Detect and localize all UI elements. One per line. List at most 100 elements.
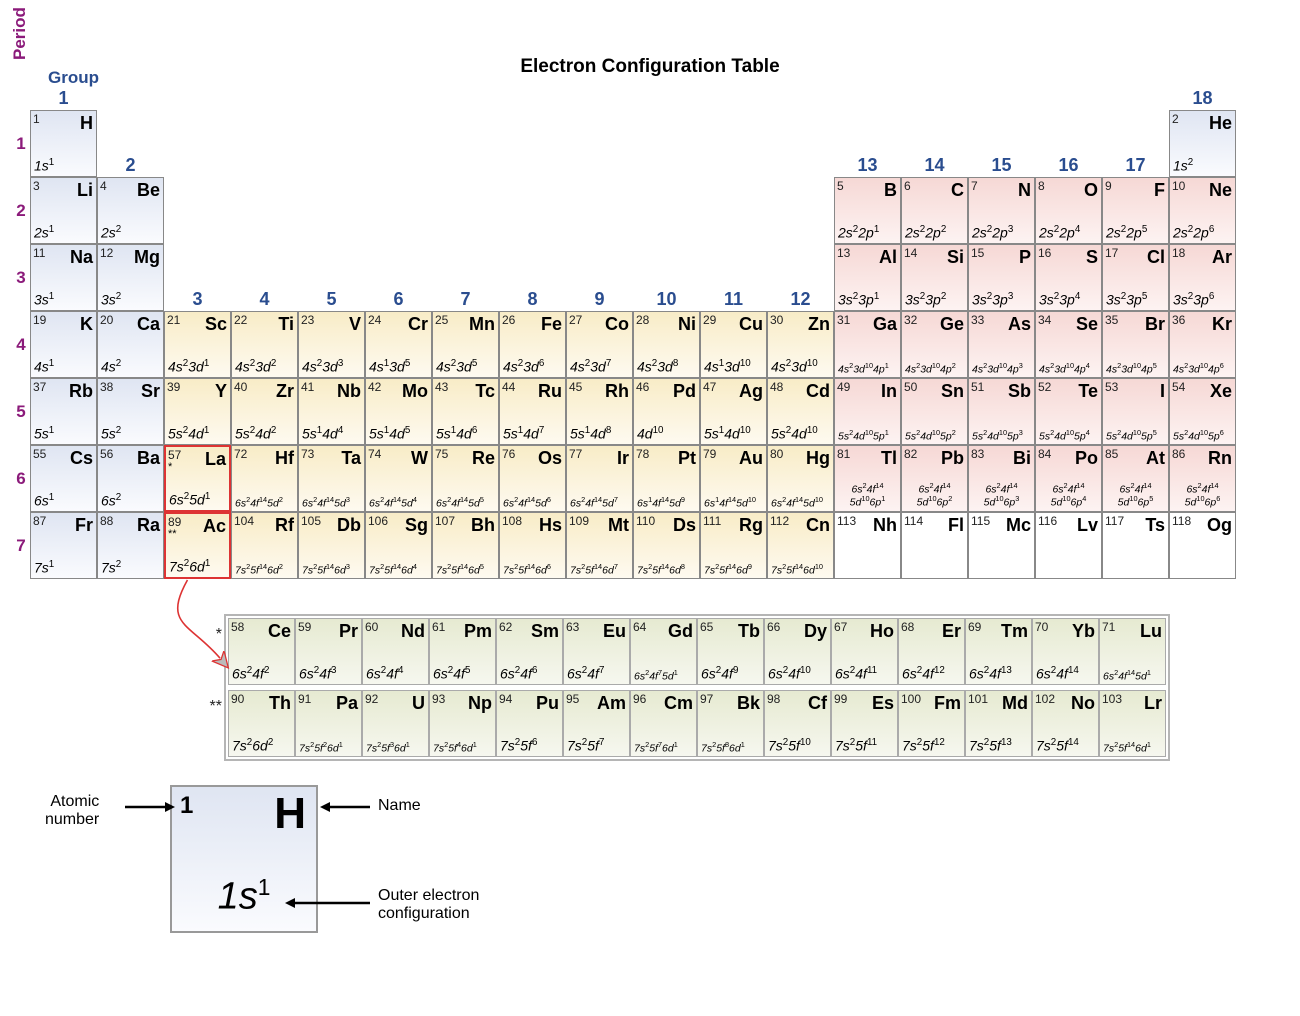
element-symbol: Cd [806,381,830,402]
electron-configuration: 7s25f146d10 [771,562,823,577]
atomic-number: 11 [33,246,45,260]
electron-configuration: 7s25f146d5 [436,562,484,577]
atomic-number: 45 [569,380,582,394]
atomic-number: 86 [1172,447,1185,461]
element-Ar: 18Ar3s23p6 [1169,244,1236,311]
atomic-number: 115 [971,514,990,528]
element-symbol: Hg [806,448,830,469]
electron-configuration: 7s1 [34,559,54,576]
electron-configuration: 4s23d8 [637,358,678,375]
electron-configuration: 7s25f146d6 [503,562,551,577]
element-symbol: Tl [881,448,897,469]
element-symbol: Hf [275,448,294,469]
atomic-number: 85 [1105,447,1118,461]
element-symbol: Pb [941,448,964,469]
element-symbol: Ta [341,448,361,469]
element-symbol: Zr [276,381,294,402]
atomic-number: 114 [904,514,923,528]
electron-configuration: 6s24f145d106p4 [1036,482,1101,509]
electron-configuration: 4s23d2 [235,358,276,375]
electron-configuration: 1s2 [1173,157,1193,174]
atomic-number: 107 [435,514,455,528]
electron-configuration: 3s23p1 [838,291,879,308]
atomic-number: 38 [100,380,113,394]
legend-label-outer-config: Outer electron configuration [378,887,479,923]
element-symbol: Bi [1013,448,1031,469]
group-number-16: 16 [1035,155,1102,176]
atomic-number: 51 [971,380,984,394]
electron-configuration: 4s2 [101,358,121,375]
element-symbol: Kr [1212,314,1232,335]
element-symbol: Cs [70,448,93,469]
element-Db: 105Db7s25f146d3 [298,512,365,579]
element-Li: 3Li2s1 [30,177,97,244]
period-number-6: 6 [14,469,28,489]
atomic-number: 49 [837,380,850,394]
electron-configuration: 5s14d10 [704,425,751,442]
element-symbol: Ar [1212,247,1232,268]
atomic-number: 42 [368,380,381,394]
electron-configuration: 5s14d4 [302,425,343,442]
element-symbol: Sn [941,381,964,402]
atomic-number: 110 [636,514,655,528]
atomic-number: 84 [1038,447,1051,461]
electron-configuration: 4s23d104p1 [838,361,889,376]
group-number-1: 1 [30,88,97,109]
electron-configuration: 7s25f146d7 [570,562,618,577]
legend-atomic-number: 1 [180,792,193,820]
element-Na: 11Na3s1 [30,244,97,311]
element-Sb: 51Sb5s24d105p3 [968,378,1035,445]
electron-configuration: 2s2 [101,224,121,241]
element-As: 33As4s23d104p3 [968,311,1035,378]
atomic-number: 76 [502,447,515,461]
period-number-5: 5 [14,402,28,422]
electron-configuration: 4s23d104p2 [905,361,956,376]
arrow-name [320,797,370,817]
arrow-atomic-number [125,797,175,817]
element-symbol: C [951,180,964,201]
element-symbol: W [411,448,428,469]
electron-configuration: 5s24d105p2 [905,428,956,443]
element-symbol: He [1209,113,1232,134]
element-Po: 84Po6s24f145d106p4 [1035,445,1102,512]
atomic-number: 14 [904,246,917,260]
element-Hg: 80Hg6s24f145d10 [767,445,834,512]
element-Cd: 48Cd5s24d10 [767,378,834,445]
element-Tl: 81Tl6s24f145d106p1 [834,445,901,512]
period-axis-label: Period [10,7,30,60]
atomic-number: 39 [167,380,180,394]
element-symbol: Fr [75,515,93,536]
group-number-8: 8 [499,289,566,310]
atomic-number: 78 [636,447,649,461]
atomic-number: 54 [1172,380,1185,394]
element-symbol: Xe [1210,381,1232,402]
atomic-number: 8 [1038,179,1045,193]
element-H: 1H1s1 [30,110,97,177]
element-Se: 34Se4s23d104p4 [1035,311,1102,378]
electron-configuration: 6s24f145d106p3 [969,482,1034,509]
element-Rf: 104Rf7s25f146d2 [231,512,298,579]
atomic-number: 29 [703,313,716,327]
element-symbol: Hs [539,515,562,536]
atomic-number: 31 [837,313,850,327]
element-I: 53I5s24d105p5 [1102,378,1169,445]
asterisk-1: * [206,626,222,644]
electron-configuration: 3s23p2 [905,291,946,308]
group-number-7: 7 [432,289,499,310]
element-symbol: Zn [808,314,830,335]
atomic-number: 87 [33,514,46,528]
element-Mg: 12Mg3s2 [97,244,164,311]
element-symbol: Co [605,314,629,335]
element-symbol: Au [739,448,763,469]
atomic-number: 79 [703,447,716,461]
group-number-12: 12 [767,289,834,310]
element-Xe: 54Xe5s24d105p6 [1169,378,1236,445]
element-symbol: Na [70,247,93,268]
electron-configuration: 2s22p1 [838,224,879,241]
element-Ds: 110Ds7s25f146d8 [633,512,700,579]
element-Be: 4Be2s2 [97,177,164,244]
element-K: 19K4s1 [30,311,97,378]
atomic-number: 52 [1038,380,1051,394]
electron-configuration: 6s24f145d6 [503,495,551,510]
atomic-number: 73 [301,447,314,461]
